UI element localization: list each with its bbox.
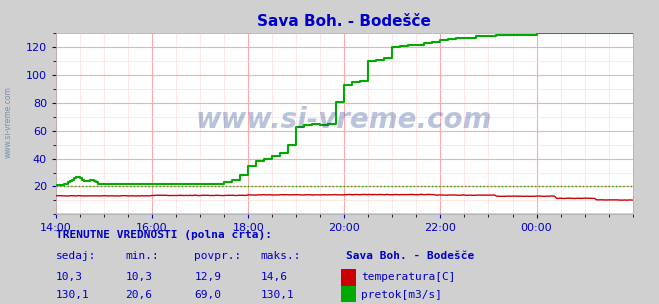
- Text: 130,1: 130,1: [56, 290, 90, 300]
- Text: 12,9: 12,9: [194, 272, 221, 282]
- Text: www.si-vreme.com: www.si-vreme.com: [3, 86, 13, 157]
- Text: povpr.:: povpr.:: [194, 251, 242, 261]
- Text: 14,6: 14,6: [260, 272, 287, 282]
- Text: 69,0: 69,0: [194, 290, 221, 300]
- Text: TRENUTNE VREDNOSTI (polna črta):: TRENUTNE VREDNOSTI (polna črta):: [56, 230, 272, 240]
- Text: 10,3: 10,3: [56, 272, 83, 282]
- Text: sedaj:: sedaj:: [56, 251, 96, 261]
- Text: temperatura[C]: temperatura[C]: [361, 272, 455, 282]
- Text: 20,6: 20,6: [125, 290, 152, 300]
- Text: Sava Boh. - Bodešče: Sava Boh. - Bodešče: [346, 251, 474, 261]
- Text: min.:: min.:: [125, 251, 159, 261]
- Text: maks.:: maks.:: [260, 251, 301, 261]
- Text: www.si-vreme.com: www.si-vreme.com: [196, 106, 492, 134]
- Text: 10,3: 10,3: [125, 272, 152, 282]
- Text: 130,1: 130,1: [260, 290, 294, 300]
- Title: Sava Boh. - Bodešče: Sava Boh. - Bodešče: [258, 15, 431, 29]
- Text: pretok[m3/s]: pretok[m3/s]: [361, 290, 442, 300]
